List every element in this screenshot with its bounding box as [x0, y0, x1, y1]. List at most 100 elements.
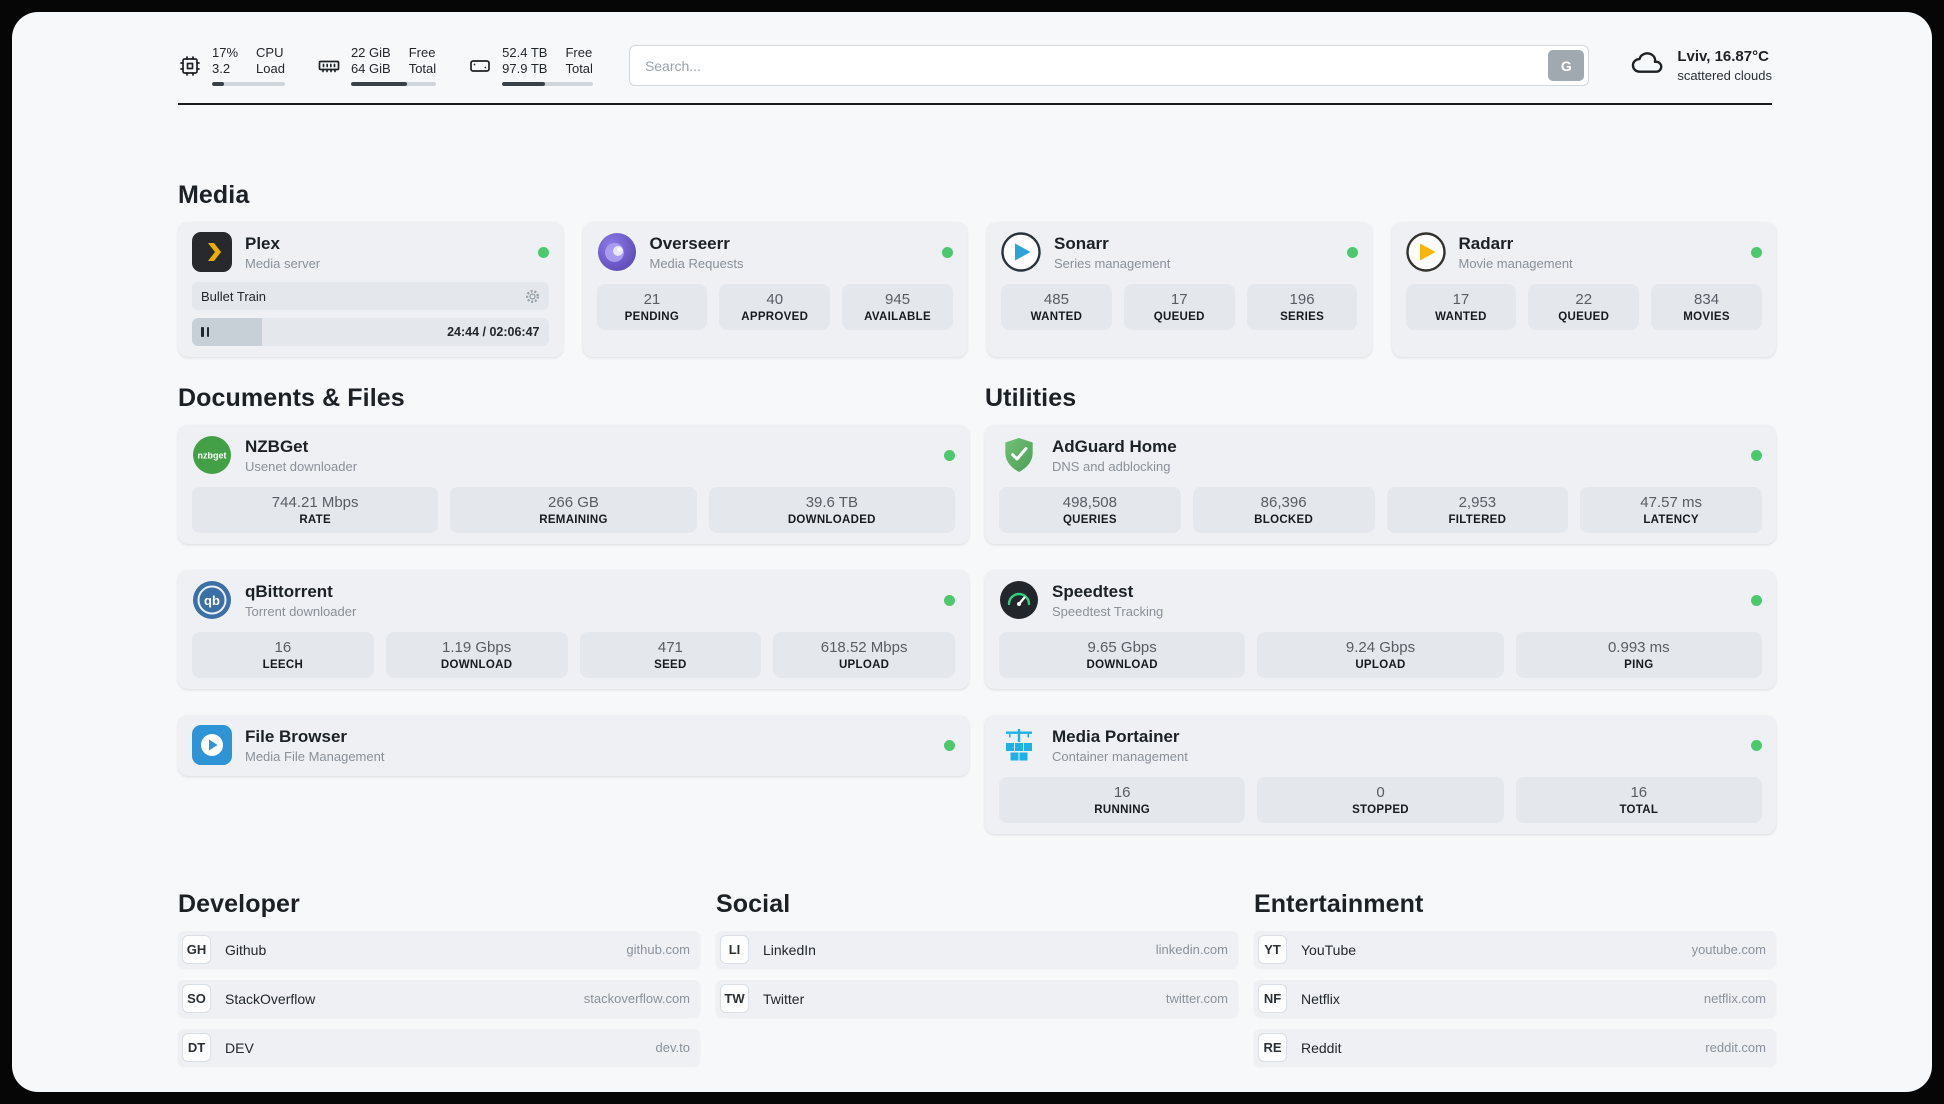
section-title-developer: Developer [178, 890, 300, 918]
bookmark-url: stackoverflow.com [583, 991, 690, 1006]
stat-queued: 17 QUEUED [1123, 284, 1235, 330]
bookmark-label: Github [225, 941, 267, 958]
bookmark-dev[interactable]: DT DEV dev.to [178, 1029, 700, 1066]
stat-filtered: 2,953 FILTERED [1386, 487, 1569, 533]
cloud-icon [1629, 44, 1667, 87]
app-card-radarr[interactable]: Radarr Movie management 17 WANTED 22 QUE… [1391, 222, 1776, 357]
disk-label-2: Total [565, 61, 593, 76]
overseerr-icon [597, 232, 637, 272]
app-card-filebrowser[interactable]: File Browser Media File Management [178, 715, 969, 776]
bookmark-stackoverflow[interactable]: SO StackOverflow stackoverflow.com [178, 980, 700, 1017]
weather-condition: scattered clouds [1677, 68, 1772, 83]
search-engine-button[interactable]: G [1548, 50, 1585, 81]
bookmark-label: StackOverflow [225, 990, 316, 1007]
cpu-label-2: Load [256, 61, 285, 76]
search-input[interactable] [628, 45, 1590, 86]
bookmark-netflix[interactable]: NF Netflix netflix.com [1254, 980, 1776, 1017]
stat-total: 16 TOTAL [1515, 777, 1762, 823]
stat-wanted: 17 WANTED [1405, 284, 1517, 330]
bookmark-label: Reddit [1301, 1039, 1342, 1056]
bookmark-linkedin[interactable]: LI LinkedIn linkedin.com [716, 931, 1238, 968]
speedtest-icon [999, 580, 1039, 620]
portainer-icon [999, 725, 1039, 765]
cpu-stat: 17% 3.2 CPU Load [178, 45, 285, 86]
qbittorrent-icon: qb [192, 580, 232, 620]
bookmark-label: LinkedIn [763, 941, 816, 958]
app-subtitle: Media Requests [649, 255, 744, 271]
stat-rate: 744.21 Mbps RATE [192, 487, 439, 533]
app-card-plex[interactable]: Plex Media server Bullet Train [178, 222, 563, 357]
status-dot [537, 246, 549, 258]
weather-location: Lviv, 16.87°C [1677, 48, 1769, 65]
radarr-icon [1405, 232, 1446, 272]
bookmark-url: linkedin.com [1155, 942, 1228, 957]
playback-time: 24:44 / 02:06:47 [447, 325, 540, 339]
bookmark-url: youtube.com [1691, 942, 1766, 957]
app-name: AdGuard Home [1052, 436, 1177, 456]
playback-progress-bar[interactable]: 24:44 / 02:06:47 [192, 318, 549, 346]
app-card-portainer[interactable]: Media Portainer Container management 16 … [985, 715, 1776, 834]
bookmark-youtube[interactable]: YT YouTube youtube.com [1254, 931, 1776, 968]
stat-remaining: 266 GB REMAINING [450, 487, 697, 533]
bookmark-badge: TW [720, 984, 749, 1013]
ram-label-1: Free [408, 45, 436, 60]
header-divider [178, 103, 1772, 105]
app-subtitle: Series management [1054, 255, 1171, 271]
disk-total: 97.9 TB [502, 61, 548, 76]
bookmark-label: YouTube [1301, 941, 1357, 958]
section-documents: Documents & Files nzbget NZBGet Usenet d… [178, 384, 969, 834]
stat-blocked: 86,396 BLOCKED [1192, 487, 1375, 533]
header: 17% 3.2 CPU Load [12, 12, 1932, 87]
app-card-adguard[interactable]: AdGuard Home DNS and adblocking 498,508 … [985, 425, 1776, 544]
app-name: Overseerr [649, 233, 730, 253]
bookmark-badge: SO [182, 984, 211, 1013]
now-playing-title: Bullet Train [201, 288, 267, 304]
app-name: Radarr [1458, 233, 1514, 253]
disk-progress [502, 82, 593, 86]
app-subtitle: Container management [1052, 748, 1188, 764]
gear-icon[interactable] [525, 289, 540, 304]
app-name: qBittorrent [245, 581, 333, 601]
svg-text:qb: qb [204, 593, 220, 608]
stat-download: 9.65 Gbps DOWNLOAD [999, 632, 1246, 678]
bookmark-reddit[interactable]: RE Reddit reddit.com [1254, 1029, 1776, 1066]
app-card-overseerr[interactable]: Overseerr Media Requests 21 PENDING 40 A… [582, 222, 967, 357]
system-stats: 17% 3.2 CPU Load [178, 45, 593, 86]
status-dot [944, 594, 955, 606]
stat-movies: 834 MOVIES [1651, 284, 1762, 330]
bookmark-badge: LI [720, 935, 749, 964]
app-subtitle: Speedtest Tracking [1052, 603, 1164, 619]
app-name: Sonarr [1054, 233, 1109, 253]
app-card-qbittorrent[interactable]: qb qBittorrent Torrent downloader 16 [178, 570, 969, 689]
filebrowser-icon [192, 725, 232, 765]
status-dot [942, 246, 953, 258]
stat-queued: 22 QUEUED [1528, 284, 1640, 330]
status-dot [1751, 246, 1762, 258]
status-dot [1346, 246, 1358, 258]
dashboard-page: 17% 3.2 CPU Load [12, 12, 1932, 1092]
bookmark-github[interactable]: GH Github github.com [178, 931, 700, 968]
disk-label-1: Free [565, 45, 593, 60]
bookmark-twitter[interactable]: TW Twitter twitter.com [716, 980, 1238, 1017]
stat-latency: 47.57 ms LATENCY [1580, 487, 1762, 533]
cpu-progress [212, 82, 285, 86]
stat-pending: 21 PENDING [596, 284, 708, 330]
status-dot [1751, 449, 1762, 461]
cpu-load: 3.2 [212, 61, 231, 76]
sonarr-icon [1001, 232, 1041, 272]
stat-leech: 16 LEECH [192, 632, 374, 678]
bookmark-url: dev.to [655, 1040, 690, 1055]
section-title-documents: Documents & Files [178, 384, 405, 412]
app-card-speedtest[interactable]: Speedtest Speedtest Tracking 9.65 Gbps D… [985, 570, 1776, 689]
cpu-usage: 17% [212, 45, 239, 60]
app-card-nzbget[interactable]: nzbget NZBGet Usenet downloader 744.21 M… [178, 425, 969, 544]
app-card-sonarr[interactable]: Sonarr Series management 485 WANTED 17 Q… [987, 222, 1372, 357]
app-subtitle: Media File Management [245, 748, 385, 764]
svg-text:nzbget: nzbget [198, 451, 227, 461]
ram-icon [317, 54, 341, 78]
stat-download: 1.19 Gbps DOWNLOAD [385, 632, 568, 678]
bookmark-badge: DT [182, 1033, 211, 1062]
bookmark-badge: NF [1258, 984, 1287, 1013]
app-subtitle: Torrent downloader [245, 603, 357, 619]
app-name: NZBGet [245, 436, 309, 456]
